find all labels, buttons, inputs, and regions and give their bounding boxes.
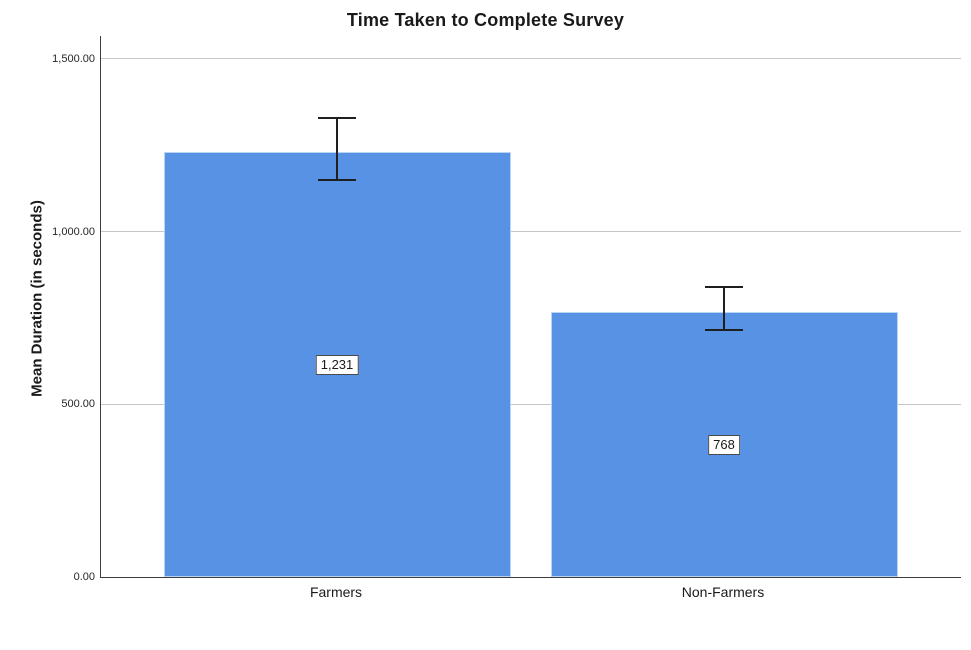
error-bar-cap-bottom	[705, 329, 743, 331]
x-category-label: Non-Farmers	[681, 584, 765, 600]
y-tick-label: 1,500.00	[52, 53, 95, 66]
value-label: 768	[708, 434, 740, 455]
chart-title: Time Taken to Complete Survey	[346, 10, 625, 30]
error-bar-line	[723, 287, 725, 331]
plot-area: 1,231 768	[100, 36, 961, 578]
gridline-1000	[101, 230, 961, 232]
y-tick-label: 0.00	[73, 571, 95, 583]
y-tick-label: 500.00	[61, 398, 95, 411]
error-bar-cap-bottom	[318, 178, 356, 181]
x-category-label: Farmers	[309, 584, 363, 600]
error-bar-cap-top	[318, 116, 356, 119]
y-axis-title: Mean Duration (in seconds)	[28, 200, 46, 397]
error-bar-cap-top	[705, 285, 743, 288]
y-tick-label: 1,000.00	[52, 225, 95, 238]
error-bar-line	[336, 118, 338, 181]
gridline-1500	[101, 58, 961, 60]
gridline-500	[101, 403, 961, 405]
value-label: 1,231	[315, 354, 359, 375]
